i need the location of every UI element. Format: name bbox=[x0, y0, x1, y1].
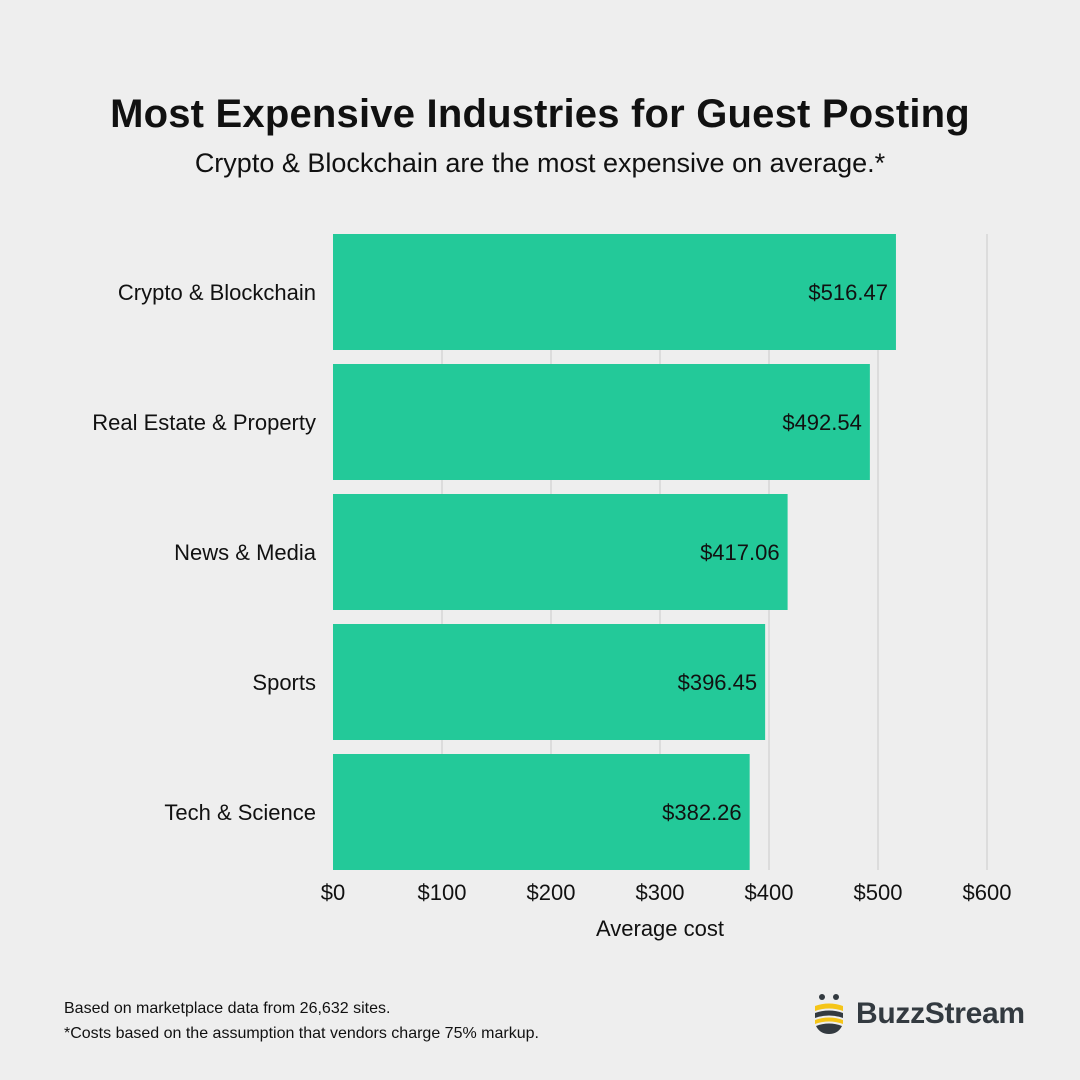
bars: $516.47 $492.54 $417.06 $396.45 $382.26 bbox=[333, 234, 896, 870]
chart-subtitle: Crypto & Blockchain are the most expensi… bbox=[194, 148, 886, 178]
x-tick-label: $0 bbox=[321, 880, 345, 905]
x-axis-label: Average cost bbox=[596, 916, 724, 941]
x-tick-label: $500 bbox=[854, 880, 903, 905]
category-label: Sports bbox=[252, 670, 316, 695]
bar-value-label: $492.54 bbox=[782, 410, 862, 435]
x-tick-label: $300 bbox=[636, 880, 685, 905]
footnotes: Based on marketplace data from 26,632 si… bbox=[64, 996, 539, 1046]
bar bbox=[333, 494, 788, 610]
bar-value-label: $396.45 bbox=[678, 670, 758, 695]
bar-value-label: $417.06 bbox=[700, 540, 780, 565]
bar bbox=[333, 364, 870, 480]
category-label: Crypto & Blockchain bbox=[118, 280, 316, 305]
category-labels: Crypto & Blockchain Real Estate & Propert… bbox=[92, 280, 317, 825]
x-tick-label: $200 bbox=[527, 880, 576, 905]
footnote-data-source: Based on marketplace data from 26,632 si… bbox=[64, 1000, 391, 1017]
category-label: Tech & Science bbox=[164, 800, 316, 825]
bee-icon bbox=[815, 994, 843, 1034]
bar-value-label: $516.47 bbox=[808, 280, 888, 305]
bar bbox=[333, 234, 896, 350]
bar-value-label: $382.26 bbox=[662, 800, 742, 825]
x-tick-label: $100 bbox=[418, 880, 467, 905]
bar-chart: $516.47 $492.54 $417.06 $396.45 $382.26 Cryp… bbox=[92, 234, 1012, 941]
x-tick-labels: $0 $100 $200 $300 $400 $500 $600 bbox=[321, 880, 1012, 905]
bar bbox=[333, 624, 766, 740]
category-label: Real Estate & Property bbox=[92, 410, 316, 435]
logo-text: BuzzStream bbox=[856, 997, 1025, 1030]
buzzstream-logo: BuzzStream bbox=[812, 990, 1025, 1038]
bar bbox=[333, 754, 750, 870]
footnote-markup: *Costs based on the assumption that vend… bbox=[64, 1025, 539, 1042]
category-label: News & Media bbox=[174, 540, 317, 565]
x-tick-label: $600 bbox=[963, 880, 1012, 905]
x-tick-label: $400 bbox=[745, 880, 794, 905]
chart-title: Most Expensive Industries for Guest Post… bbox=[110, 92, 970, 136]
